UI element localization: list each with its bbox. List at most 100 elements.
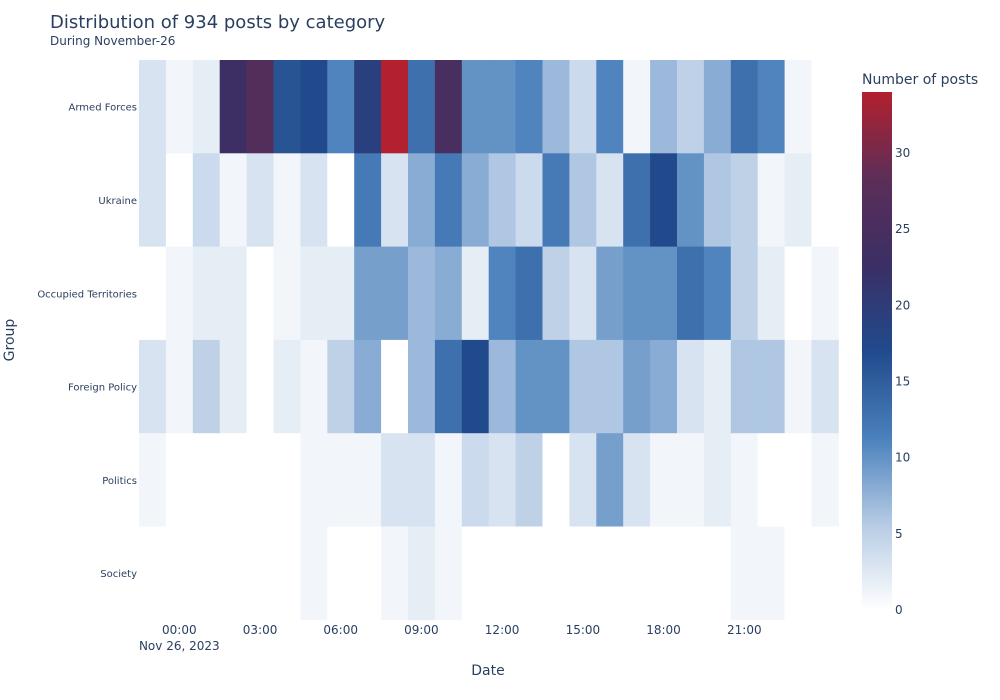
heatmap-cell [650, 433, 678, 527]
heatmap-cell [757, 60, 785, 154]
heatmap-cell [192, 60, 221, 154]
heatmap-cell [354, 433, 382, 527]
heatmap-cell [569, 60, 597, 154]
heatmap-cell [354, 60, 382, 154]
heatmap-cell [354, 246, 382, 341]
heatmap-cell [139, 433, 167, 527]
heatmap-cell [408, 433, 436, 527]
heatmap-cell [246, 246, 274, 341]
heatmap-cell [515, 246, 543, 341]
heatmap-cell [192, 526, 221, 621]
heatmap-cell [488, 526, 516, 621]
heatmap-cell [408, 153, 436, 247]
heatmap-cell [300, 433, 328, 527]
heatmap-cell [139, 526, 167, 621]
heatmap-cell [811, 433, 839, 527]
heatmap-cell [730, 153, 759, 247]
heatmap-cell [192, 339, 221, 434]
heatmap-cell [757, 153, 785, 247]
heatmap-cell [677, 60, 705, 154]
heatmap-cell [515, 153, 543, 247]
heatmap-cell [327, 60, 355, 154]
heatmap-cell [488, 339, 516, 434]
heatmap-cell [515, 339, 543, 434]
heatmap-cell [542, 433, 570, 527]
heatmap-cell [192, 246, 221, 341]
x-tick-label: 06:00 [323, 623, 358, 637]
heatmap-cell [327, 433, 355, 527]
heatmap-cell [327, 339, 355, 434]
heatmap-cell [219, 246, 247, 341]
x-tick-label: 12:00 [485, 623, 520, 637]
heatmap-cell [381, 153, 409, 247]
heatmap-cell [703, 246, 732, 341]
heatmap-cell [569, 433, 597, 527]
colorbar-title: Number of posts [862, 72, 978, 88]
heatmap-cell [542, 339, 570, 434]
heatmap-cell [354, 339, 382, 434]
heatmap-cell [784, 433, 812, 527]
heatmap-cell [596, 60, 624, 154]
heatmap-cell [381, 246, 409, 341]
heatmap-cell [569, 526, 597, 621]
x-tick-label: 15:00 [566, 623, 601, 637]
heatmap-cell [165, 60, 194, 154]
heatmap-cell [139, 339, 167, 434]
heatmap-cell [730, 526, 759, 621]
heatmap-cell [273, 60, 301, 154]
colorbar-tick-label: 20 [895, 298, 910, 312]
heatmap-cell [515, 60, 543, 154]
heatmap-cell [515, 526, 543, 621]
heatmap-cell [677, 433, 705, 527]
heatmap-cell [569, 339, 597, 434]
heatmap-cell [542, 60, 570, 154]
heatmap-cell [246, 526, 274, 621]
y-axis-ticks: Armed Forces Ukraine Occupied Territories F… [37, 103, 137, 580]
heatmap-cell [354, 526, 382, 621]
heatmap-cell [784, 153, 812, 247]
x-tick-label: 09:00 [404, 623, 439, 637]
heatmap-cell [300, 153, 328, 247]
heatmap-cell [273, 153, 301, 247]
heatmap-cell [703, 339, 732, 434]
colorbar-ticks: 0 5 10 15 20 25 30 [895, 146, 910, 617]
heatmap-cell [461, 433, 490, 527]
colorbar-tick-label: 15 [895, 375, 910, 389]
heatmap-cell [596, 246, 624, 341]
heatmap-cell [434, 153, 463, 247]
heatmap-cell [327, 153, 355, 247]
chart-title: Distribution of 934 posts by category [50, 12, 386, 33]
heatmap-cell [300, 246, 328, 341]
heatmap-cell [596, 153, 624, 247]
heatmap-cell [381, 433, 409, 527]
heatmap-cell [811, 153, 839, 247]
heatmap-cell [461, 339, 490, 434]
heatmap-cell [434, 60, 463, 154]
heatmap-cell [219, 153, 247, 247]
heatmap-cell [165, 153, 194, 247]
heatmap-cell [219, 433, 247, 527]
heatmap-cell [246, 153, 274, 247]
y-tick-label: Politics [102, 476, 137, 487]
heatmap-cell [273, 246, 301, 341]
heatmap-cell [434, 433, 463, 527]
heatmap-cell [219, 339, 247, 434]
heatmap-cell [650, 339, 678, 434]
heatmap-cell [408, 60, 436, 154]
heatmap-cell [542, 153, 570, 247]
heatmap-cell [623, 246, 651, 341]
y-axis-label: Group [2, 319, 18, 362]
x-tick-sublabel: Nov 26, 2023 [139, 639, 220, 653]
heatmap-cell [596, 433, 624, 527]
heatmap-cell [730, 60, 759, 154]
heatmap-cell [730, 433, 759, 527]
heatmap-cell [165, 526, 194, 621]
heatmap-cell [192, 433, 221, 527]
heatmap-cell [703, 433, 732, 527]
y-tick-label: Society [100, 569, 137, 580]
y-tick-label: Armed Forces [69, 103, 137, 114]
heatmap-cells [139, 60, 839, 621]
heatmap-cell [192, 153, 221, 247]
heatmap-cell [677, 526, 705, 621]
heatmap-cell [623, 60, 651, 154]
